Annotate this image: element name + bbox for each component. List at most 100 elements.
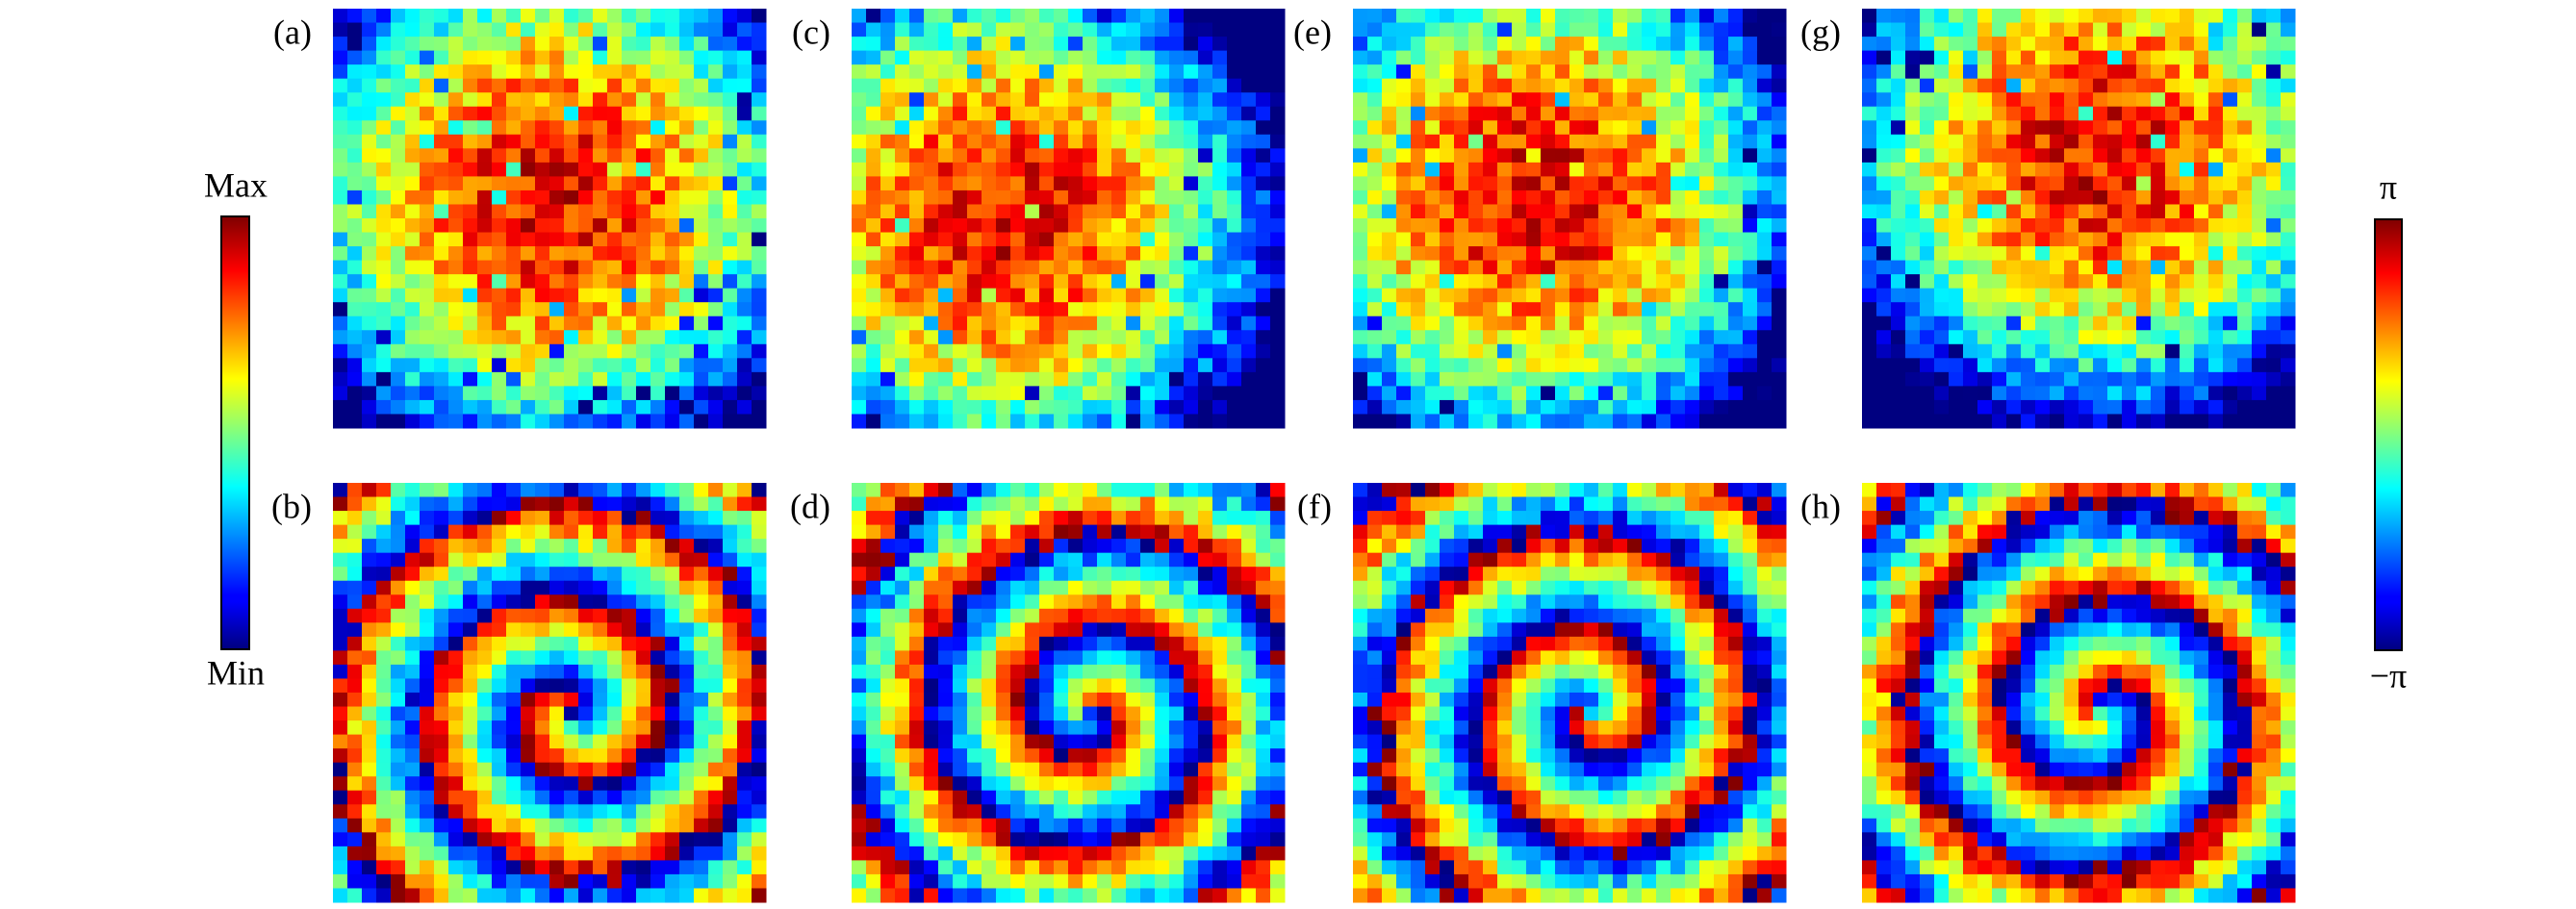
pixel (1083, 888, 1098, 903)
pixel (1584, 9, 1599, 24)
pixel (1068, 288, 1084, 303)
pixel (1367, 316, 1383, 331)
pixel (1743, 636, 1758, 651)
pixel (362, 189, 377, 205)
pixel (1671, 496, 1686, 512)
pixel (1155, 678, 1170, 694)
pixel (1671, 176, 1686, 191)
pixel (650, 92, 666, 108)
pixel (1097, 358, 1112, 373)
pixel (564, 162, 579, 177)
pixel (1569, 9, 1585, 24)
pixel (1068, 678, 1084, 694)
pixel (506, 678, 522, 694)
pixel (895, 246, 910, 262)
pixel (549, 50, 565, 65)
pixel (391, 496, 406, 512)
pixel (1642, 414, 1657, 429)
pixel (1468, 496, 1484, 512)
pixel (1039, 330, 1055, 345)
pixel (521, 873, 536, 889)
pixel (1025, 9, 1040, 24)
pixel (420, 636, 435, 651)
pixel (376, 22, 392, 38)
pixel (938, 804, 954, 820)
pixel (506, 524, 522, 540)
pixel (1584, 260, 1599, 275)
pixel (1270, 748, 1286, 764)
pixel (578, 720, 594, 736)
pixel (1270, 734, 1286, 749)
pixel (622, 22, 637, 38)
pixel (679, 176, 695, 191)
pixel (521, 414, 536, 429)
pixel (463, 790, 478, 805)
pixel (1757, 511, 1773, 526)
pixel (1526, 120, 1542, 136)
pixel (1068, 622, 1084, 638)
pixel (1054, 496, 1069, 512)
pixel (1367, 64, 1383, 80)
pixel (405, 176, 421, 191)
pixel (967, 873, 982, 889)
pixel (593, 162, 608, 177)
pixel (1454, 552, 1469, 568)
pixel (420, 567, 435, 582)
pixel (1097, 288, 1112, 303)
pixel (1054, 664, 1069, 679)
pixel (1454, 134, 1469, 149)
pixel (1772, 37, 1787, 52)
pixel (650, 64, 666, 80)
pixel (909, 50, 925, 65)
pixel (650, 511, 666, 526)
pixel (1256, 22, 1271, 38)
pixel (895, 846, 910, 861)
pixel (1642, 622, 1657, 638)
pixel (967, 232, 982, 247)
pixel (996, 64, 1011, 80)
pixel (1097, 9, 1112, 24)
pixel (1656, 189, 1671, 205)
pixel (1140, 567, 1156, 582)
pixel (1685, 567, 1700, 582)
pixel (391, 386, 406, 401)
pixel (1656, 524, 1671, 540)
pixel (636, 580, 651, 595)
pixel (679, 511, 695, 526)
pixel (852, 636, 867, 651)
pixel (1425, 386, 1441, 401)
pixel (362, 343, 377, 359)
pixel (593, 358, 608, 373)
pixel (391, 524, 406, 540)
pixel (376, 650, 392, 666)
pixel (1353, 64, 1368, 80)
pixel (549, 776, 565, 792)
pixel (1068, 246, 1084, 262)
pixel (1411, 539, 1426, 554)
pixel (578, 302, 594, 317)
pixel (1714, 78, 1729, 93)
pixel (1111, 511, 1127, 526)
pixel (1497, 162, 1513, 177)
pixel (1097, 399, 1112, 415)
pixel (549, 218, 565, 234)
pixel (1270, 92, 1286, 108)
pixel (1584, 636, 1599, 651)
pixel (391, 330, 406, 345)
pixel (405, 232, 421, 247)
pixel (1367, 37, 1383, 52)
pixel (1270, 832, 1286, 847)
pixel (1155, 804, 1170, 820)
pixel (1627, 496, 1643, 512)
pixel (362, 330, 377, 345)
pixel (1541, 22, 1556, 38)
pixel (924, 64, 939, 80)
pixel (1353, 288, 1368, 303)
pixel (1184, 9, 1199, 24)
pixel (506, 483, 522, 498)
pixel (578, 552, 594, 568)
pixel (938, 539, 954, 554)
pixel (708, 622, 724, 638)
pixel (1468, 106, 1484, 121)
pixel (909, 720, 925, 736)
